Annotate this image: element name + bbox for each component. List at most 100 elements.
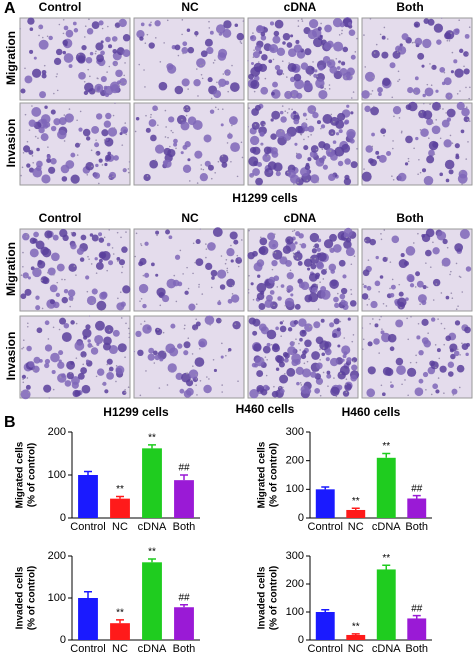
cell <box>287 327 293 332</box>
pore <box>440 17 443 19</box>
cell <box>330 386 340 397</box>
cell <box>340 287 348 295</box>
pore <box>435 283 438 285</box>
pore <box>300 133 303 136</box>
pore <box>306 360 309 363</box>
cell <box>64 113 74 123</box>
cell <box>72 389 80 398</box>
cell <box>443 77 452 86</box>
pore <box>120 236 122 239</box>
cell <box>445 335 452 342</box>
column-label: NC <box>181 0 199 14</box>
pore <box>210 286 213 289</box>
cell <box>311 286 318 294</box>
pore <box>271 268 274 271</box>
cell <box>336 327 341 332</box>
pore <box>329 248 331 250</box>
pore <box>63 140 66 142</box>
cell <box>329 357 339 367</box>
cell <box>348 29 356 36</box>
x-tick-label: cDNA <box>138 643 167 655</box>
pore <box>187 109 189 111</box>
pore <box>84 25 87 28</box>
pore <box>288 62 290 64</box>
cell <box>300 353 307 360</box>
pore <box>281 105 284 107</box>
significance: ** <box>148 547 156 558</box>
pore <box>56 73 58 75</box>
cell <box>144 272 150 278</box>
pore <box>258 260 261 262</box>
pore <box>301 18 303 20</box>
cell <box>74 142 80 148</box>
cell <box>145 127 151 133</box>
error-bar <box>351 507 360 510</box>
cell <box>343 227 353 237</box>
pore <box>208 378 210 380</box>
cell <box>303 145 309 151</box>
pore <box>370 93 372 95</box>
cell <box>378 92 382 97</box>
micrograph-bg <box>361 228 473 312</box>
pore <box>380 238 383 241</box>
pore <box>458 275 461 278</box>
cell <box>381 35 386 40</box>
cell <box>389 346 395 352</box>
cell <box>47 267 56 276</box>
pore <box>48 397 50 399</box>
pore <box>378 352 380 354</box>
cell <box>24 288 32 296</box>
cell <box>28 361 35 368</box>
cell <box>72 21 77 26</box>
pore <box>127 327 130 330</box>
pore <box>169 370 171 373</box>
cell <box>80 234 87 241</box>
pore <box>430 66 433 69</box>
cell <box>94 334 104 345</box>
pore <box>96 77 99 79</box>
pore <box>442 108 444 110</box>
pore <box>315 148 318 151</box>
cell <box>26 345 32 352</box>
cell <box>194 357 205 367</box>
cell <box>339 293 346 300</box>
cell <box>82 328 92 338</box>
pore <box>259 310 261 312</box>
pore <box>145 114 147 117</box>
cell <box>66 371 74 380</box>
pore <box>339 320 342 323</box>
pore <box>391 96 394 99</box>
pore <box>466 118 469 121</box>
pore <box>299 349 301 351</box>
pore <box>200 64 202 67</box>
cell <box>256 259 265 267</box>
cell <box>286 285 294 293</box>
cell <box>292 110 297 115</box>
cell <box>154 354 160 361</box>
cell <box>269 44 279 54</box>
pore <box>345 77 347 79</box>
cell <box>317 26 322 31</box>
pore <box>297 25 300 28</box>
cell <box>115 69 123 78</box>
pore <box>83 36 86 38</box>
cell <box>219 284 226 290</box>
pore <box>95 375 98 378</box>
cell-line-label: H1299 cells <box>232 191 298 205</box>
pore <box>24 113 27 116</box>
cell <box>24 75 33 84</box>
cell <box>412 87 421 95</box>
cell <box>23 145 31 153</box>
cell <box>266 329 277 340</box>
cell <box>270 118 274 122</box>
pore <box>195 318 197 321</box>
cell <box>138 283 149 294</box>
pore <box>206 376 208 378</box>
cell <box>63 322 70 329</box>
cell <box>271 89 281 99</box>
pore <box>128 332 131 335</box>
cell <box>366 285 372 291</box>
cell <box>51 252 60 262</box>
pore <box>386 257 389 259</box>
cell <box>147 353 155 361</box>
